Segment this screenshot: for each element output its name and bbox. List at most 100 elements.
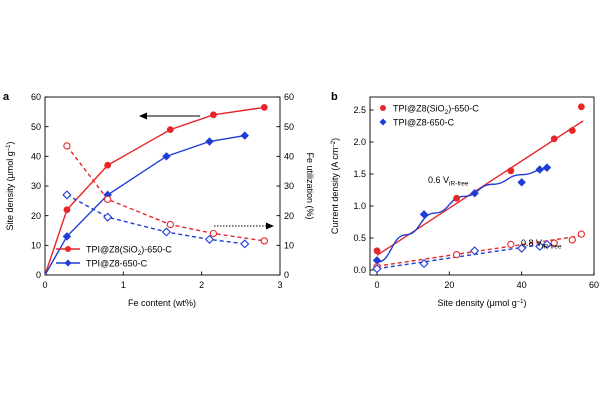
x-tick-label: 1 [121, 280, 126, 290]
left-axis-arrow [139, 112, 200, 120]
data-point-b-3-5 [542, 239, 552, 249]
panel-a-ylabel: Site density (μmol g–1) [5, 142, 15, 231]
data-point-a-1-1 [62, 232, 72, 241]
svg-text:TPI@Z8-650-C: TPI@Z8-650-C [86, 259, 148, 269]
y-tick-label: 40 [31, 152, 41, 162]
right-axis-arrow [214, 222, 274, 230]
data-point-a-2-2 [166, 220, 174, 229]
y-tick-label: 2.5 [353, 105, 366, 115]
panel-b-frame [369, 96, 595, 276]
svg-text:TPI@Z8(SiO2)-650-C: TPI@Z8(SiO2)-650-C [86, 245, 172, 258]
fit-line-1 [376, 168, 547, 264]
data-point-a-3-1 [103, 212, 113, 222]
data-point-b-3-2 [470, 246, 480, 256]
data-point-b-0-1 [453, 194, 460, 202]
data-point-b-2-4 [568, 236, 576, 244]
data-point-b-3-4 [535, 241, 545, 251]
panel-b-xlabel: Site density (μmol g–1) [438, 298, 527, 308]
legend-item-blue: TPI@Z8-650-C [56, 259, 148, 269]
label-0.6V: 0.6 ViR-free [428, 175, 469, 188]
y-tick-label: 50 [31, 122, 41, 132]
data-point-b-1-3 [517, 178, 526, 187]
data-point-a-1-5 [240, 131, 249, 140]
y-tick-label: 20 [31, 211, 41, 221]
data-point-b-0-3 [550, 135, 558, 143]
y-tick-label: 0.5 [353, 233, 366, 243]
panel-a-x-ticks: 0 1 2 3 [42, 271, 283, 290]
panel-b-x-ticks: 0 20 40 60 [374, 271, 599, 290]
legend-item-red: TPI@Z8(SiO2)-650-C [380, 104, 479, 117]
x-tick-label: 0 [42, 280, 47, 290]
x-tick-label: 0 [374, 280, 379, 290]
y-tick-label: 1.5 [353, 169, 366, 179]
y2-tick-label: 50 [284, 122, 294, 132]
x-tick-label: 2 [199, 280, 204, 290]
y-tick-label: 2.0 [353, 137, 366, 147]
panel-a-left-ticks: 0 10 20 30 40 50 60 [31, 92, 49, 280]
data-point-b-3-3 [517, 243, 527, 253]
data-point-b-1-0 [372, 256, 382, 265]
x-tick-label: 20 [444, 280, 454, 290]
data-point-b-2-5 [577, 230, 585, 238]
data-point-b-1-2 [470, 188, 479, 198]
data-point-a-0-2 [104, 161, 112, 169]
y2-tick-label: 40 [284, 152, 294, 162]
data-point-a-3-3 [204, 234, 215, 244]
panel-b-ylabel: Current density (A cm–2) [330, 138, 340, 234]
data-point-b-0-4 [568, 127, 576, 134]
data-point-a-2-4 [260, 237, 268, 245]
data-point-b-0-2 [507, 167, 515, 175]
data-point-a-3-2 [161, 227, 171, 237]
data-point-a-2-1 [104, 195, 112, 203]
panel-a-letter: a [3, 91, 10, 103]
data-point-a-3-0 [62, 190, 72, 200]
panel-a-right-ticks: 0 10 20 30 40 50 60 [276, 92, 294, 280]
data-point-b-2-3 [550, 239, 558, 247]
y-tick-label: 10 [31, 241, 41, 251]
panel-a: a 0 10 20 30 40 50 60 0 10 20 30 40 50 60 0 1 2 3 Site … [3, 91, 315, 308]
data-point-b-3-0 [372, 264, 382, 274]
y-tick-label: 0.0 [353, 265, 366, 275]
data-point-b-0-5 [577, 103, 585, 111]
legend-item-blue: TPI@Z8-650-C [379, 118, 455, 128]
series-line-0 [44, 106, 265, 276]
panel-b-letter: b [331, 91, 338, 103]
x-tick-label: 3 [277, 280, 282, 290]
data-point-a-0-4 [210, 111, 217, 119]
data-point-a-0-1 [63, 206, 71, 214]
panel-b: b 0.0 0.5 1.0 1.5 2.0 2.5 0 20 40 60 Current den… [330, 91, 599, 308]
data-point-b-0-0 [373, 247, 381, 255]
data-point-a-3-4 [240, 239, 250, 249]
panel-b-y-ticks: 0.0 0.5 1.0 1.5 2.0 2.5 [353, 105, 374, 275]
data-point-a-2-0 [63, 142, 71, 150]
data-point-a-1-3 [162, 152, 171, 161]
series-line-2 [66, 145, 265, 242]
data-point-b-2-2 [507, 240, 515, 249]
y2-tick-label: 30 [284, 181, 294, 191]
panel-b-series-markers [372, 103, 585, 274]
series-line-1 [44, 134, 245, 276]
data-point-a-2-3 [209, 229, 218, 238]
panel-a-legend: TPI@Z8(SiO2)-650-C TPI@Z8-650-C [56, 245, 172, 269]
svg-text:TPI@Z8-650-C: TPI@Z8-650-C [393, 118, 455, 128]
y2-tick-label: 0 [284, 270, 289, 280]
svg-text:TPI@Z8(SiO2)-650-C: TPI@Z8(SiO2)-650-C [393, 104, 479, 117]
panel-a-y2label: Fe utilization (%) [305, 152, 315, 219]
data-point-b-2-1 [452, 250, 461, 259]
panel-a-series-markers [62, 103, 268, 249]
x-tick-label: 60 [589, 280, 599, 290]
panel-a-xlabel: Fe content (wt%) [128, 298, 196, 308]
data-point-a-1-4 [205, 137, 214, 146]
data-point-a-0-3 [166, 126, 174, 134]
legend-item-red: TPI@Z8(SiO2)-650-C [56, 245, 172, 258]
data-point-b-1-5 [542, 163, 552, 172]
panel-b-legend: TPI@Z8(SiO2)-650-C TPI@Z8-650-C [379, 104, 479, 128]
y-tick-label: 0 [36, 270, 41, 280]
fit-line-2 [376, 234, 584, 267]
data-point-b-1-4 [535, 165, 544, 174]
y-tick-label: 1.0 [353, 201, 366, 211]
data-point-a-0-5 [260, 103, 268, 111]
y-tick-label: 60 [31, 92, 41, 102]
data-point-b-1-1 [419, 210, 429, 219]
